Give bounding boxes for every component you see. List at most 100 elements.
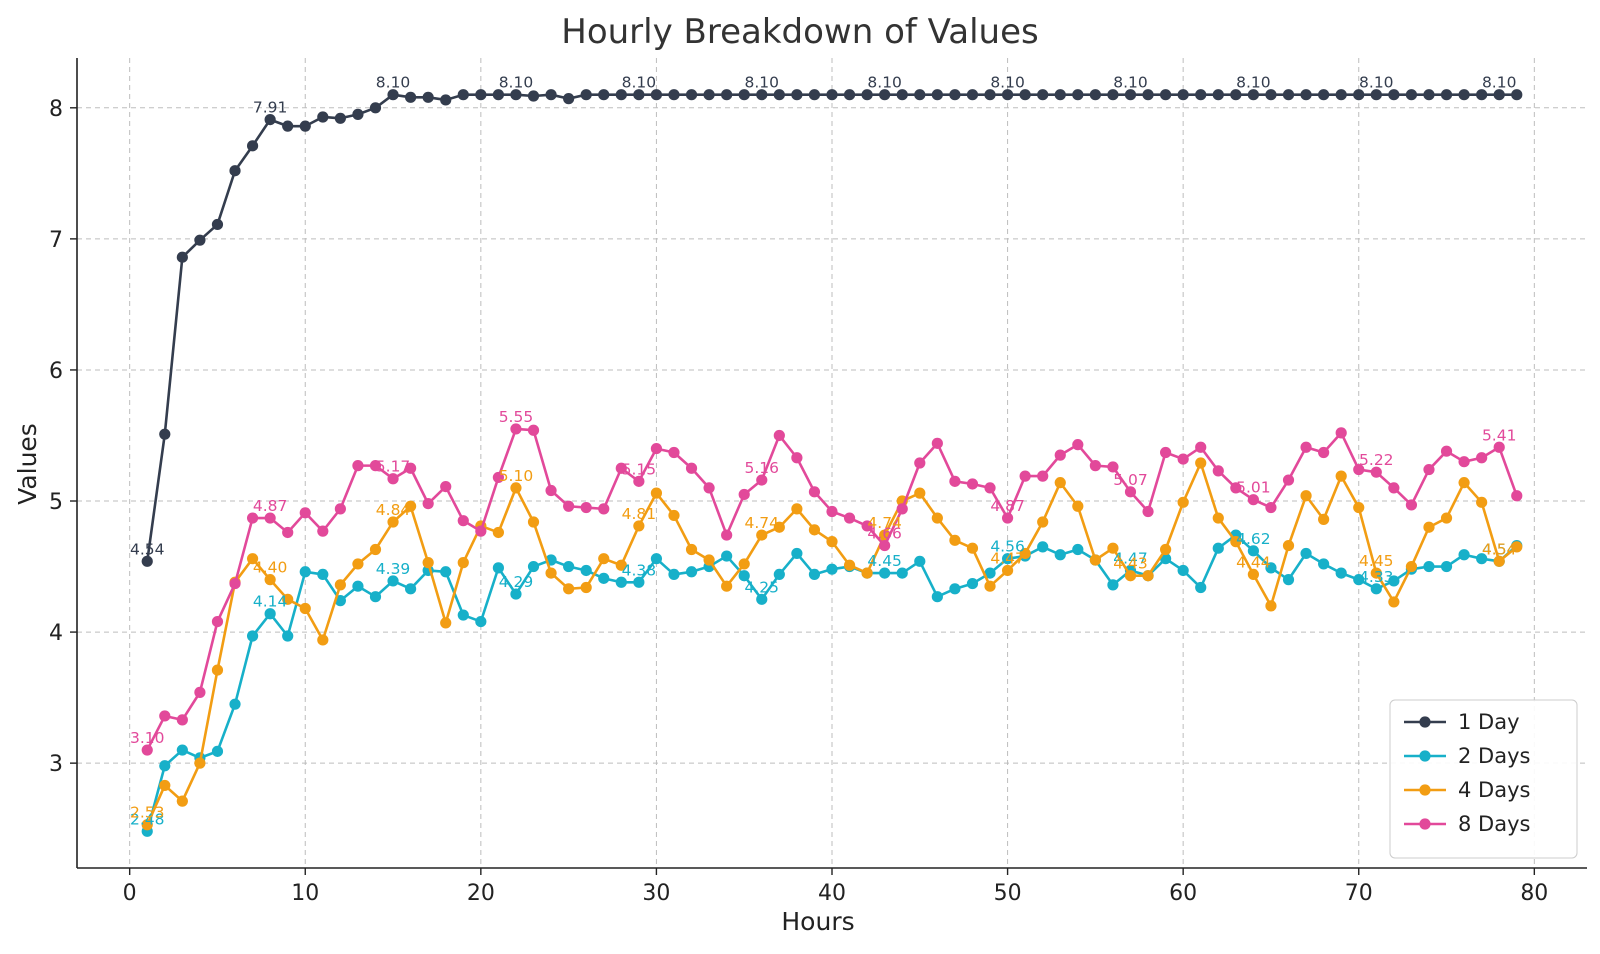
data-point	[1212, 465, 1224, 477]
data-label: 8.10	[867, 74, 902, 92]
data-label: 4.47	[1113, 549, 1148, 567]
data-point	[1370, 466, 1382, 478]
data-label: 2.53	[130, 804, 165, 822]
data-point	[369, 543, 382, 556]
data-label: 4.47	[990, 549, 1025, 567]
data-point	[703, 89, 715, 101]
data-point	[282, 593, 294, 605]
data-point	[387, 575, 399, 587]
data-point	[1318, 446, 1330, 459]
data-point	[299, 566, 311, 578]
data-point	[563, 583, 575, 595]
data-point	[1247, 89, 1259, 101]
data-point	[1265, 562, 1277, 574]
data-point	[545, 89, 557, 101]
data-label: 3.10	[130, 729, 165, 747]
y-tick-label: 8	[49, 97, 63, 122]
data-point	[1405, 560, 1418, 573]
data-point	[387, 89, 399, 101]
data-point	[1476, 553, 1488, 565]
data-point	[1247, 494, 1259, 506]
data-label: 4.74	[867, 514, 902, 532]
data-label: 4.54	[1482, 540, 1517, 558]
data-point	[615, 462, 627, 474]
x-tick-label: 30	[642, 881, 670, 906]
data-label: 5.15	[622, 460, 657, 478]
y-tick-label: 6	[49, 359, 63, 384]
data-point	[1405, 89, 1418, 101]
data-label: 5.55	[499, 408, 534, 426]
data-point	[440, 480, 452, 493]
data-point	[1212, 542, 1224, 554]
data-point	[1265, 89, 1277, 101]
data-point	[808, 568, 821, 581]
data-point	[440, 94, 452, 106]
data-point	[861, 520, 873, 532]
data-point	[721, 550, 733, 562]
data-point	[510, 423, 522, 435]
data-point	[387, 516, 399, 528]
data-point	[352, 460, 364, 472]
data-point	[1282, 474, 1295, 486]
data-point	[352, 108, 364, 120]
data-point	[211, 664, 224, 676]
data-point	[1124, 570, 1137, 582]
data-label: 8.10	[1236, 74, 1271, 92]
data-point	[1142, 505, 1154, 518]
data-label: 8.10	[745, 74, 780, 92]
data-point	[141, 819, 153, 831]
data-point	[984, 89, 996, 101]
data-point	[1195, 441, 1207, 453]
data-point	[510, 89, 522, 101]
data-point	[1282, 574, 1295, 586]
data-point	[1353, 89, 1365, 101]
data-point	[334, 112, 346, 124]
data-point	[440, 617, 452, 629]
data-point	[194, 757, 206, 769]
data-point	[1037, 541, 1049, 553]
data-point	[580, 564, 592, 577]
data-point	[1388, 482, 1400, 494]
data-point	[527, 424, 540, 436]
data-label: 4.45	[867, 552, 902, 570]
data-point	[861, 567, 873, 579]
data-point	[1142, 89, 1154, 101]
legend-label: 4 Days	[1458, 778, 1530, 802]
data-labels: 4.54 7.91 8.10 8.10 8.10 8.10 8.10 8.10 8.10 8.10…	[130, 74, 1516, 829]
data-point	[211, 615, 224, 628]
data-label: 4.54	[1482, 540, 1517, 558]
data-point	[492, 89, 504, 101]
data-point	[1370, 567, 1382, 579]
data-point	[1335, 427, 1347, 439]
data-point	[1423, 560, 1435, 573]
legend-label: 1 Day	[1458, 710, 1520, 734]
data-point	[1072, 89, 1084, 101]
data-point	[1318, 89, 1330, 101]
data-point	[387, 473, 399, 485]
data-point	[141, 555, 153, 567]
data-point	[1089, 460, 1101, 472]
data-point	[1019, 547, 1031, 560]
data-point	[1089, 89, 1101, 101]
data-point	[545, 567, 557, 579]
data-point	[1282, 539, 1295, 552]
data-point	[1265, 600, 1277, 612]
data-label: 4.25	[745, 578, 780, 596]
data-label: 8.10	[1113, 74, 1148, 92]
data-point	[1037, 516, 1049, 528]
data-label: 4.66	[867, 525, 902, 543]
data-point	[914, 89, 926, 101]
data-label: 5.22	[1359, 451, 1394, 469]
data-point	[1493, 555, 1505, 567]
data-point	[633, 475, 645, 487]
data-label: 8.10	[1359, 74, 1394, 92]
data-point	[527, 516, 540, 528]
data-point	[159, 779, 171, 792]
data-point	[650, 487, 663, 499]
gridlines	[77, 58, 1587, 868]
data-point	[1388, 575, 1400, 587]
data-point	[475, 525, 487, 537]
data-point	[826, 89, 838, 101]
data-point	[738, 488, 750, 501]
data-point	[896, 567, 908, 579]
